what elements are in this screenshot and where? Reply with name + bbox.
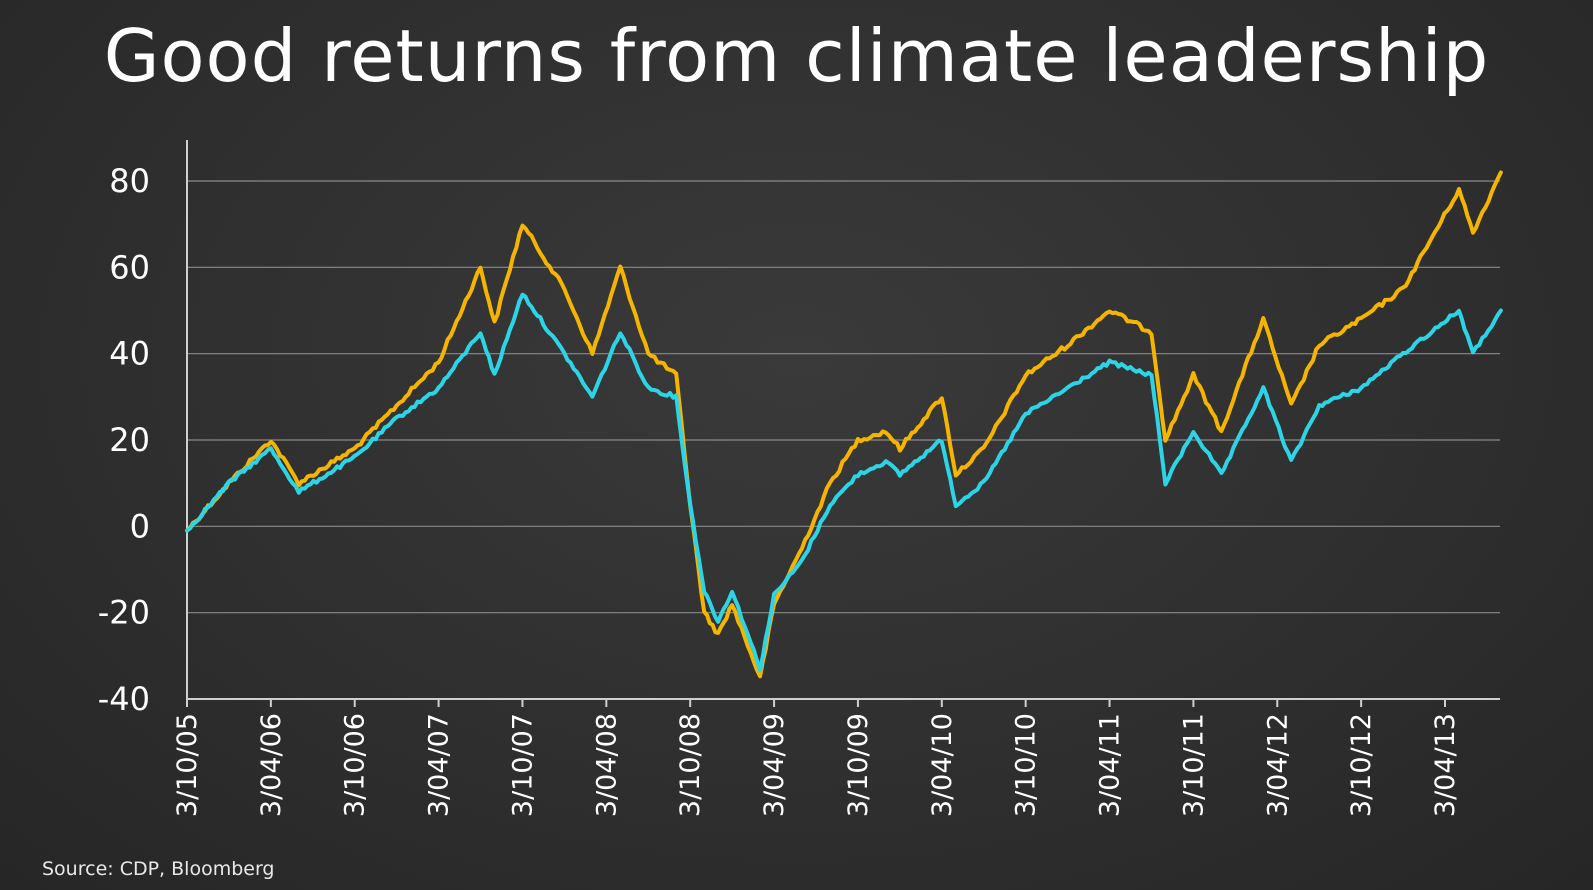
x-tick-label: 3/10/05 <box>172 713 203 817</box>
x-tick-label: 3/04/11 <box>1095 713 1126 817</box>
y-tick-label: -20 <box>98 594 150 632</box>
x-tick-label: 3/10/12 <box>1346 713 1377 817</box>
y-tick-label: 80 <box>109 162 150 200</box>
x-tick-label: 3/04/08 <box>591 713 622 817</box>
x-tick-label: 3/10/07 <box>507 713 538 817</box>
x-tick-label: 3/04/07 <box>424 713 455 817</box>
x-tick-label: 3/04/10 <box>927 713 958 817</box>
x-tick-label: 3/10/10 <box>1011 713 1042 817</box>
x-tick-label: 3/04/12 <box>1262 713 1293 817</box>
source-note: Source: CDP, Bloomberg <box>42 858 275 880</box>
series-line-yellow <box>185 170 1503 679</box>
x-tick-label: 3/10/09 <box>843 713 874 817</box>
y-tick-label: 60 <box>109 248 150 286</box>
series-line-cyan <box>185 292 1503 673</box>
y-tick-label: 40 <box>109 335 150 373</box>
y-tick-labels: 80 60 40 20 0 -20 -40 <box>98 162 150 718</box>
y-tick-label: 20 <box>109 421 150 459</box>
x-tick-label: 3/04/13 <box>1430 713 1461 817</box>
chart-grid <box>187 180 1500 614</box>
x-tick-labels: 3/10/05 3/04/06 3/10/06 3/04/07 3/10/07 3/04/… <box>172 713 1461 817</box>
x-tick-label: 3/04/09 <box>759 713 790 817</box>
y-tick-label: 0 <box>130 507 150 545</box>
x-tick-label: 3/10/06 <box>340 713 371 817</box>
y-tick-label: -40 <box>98 680 150 718</box>
chart-axes <box>186 140 1500 707</box>
x-tick-label: 3/10/08 <box>675 713 706 817</box>
x-tick-label: 3/04/06 <box>256 713 287 817</box>
chart-series <box>185 170 1503 679</box>
x-tick-label: 3/10/11 <box>1178 713 1209 817</box>
page-title: Good returns from climate leadership <box>103 14 1490 98</box>
